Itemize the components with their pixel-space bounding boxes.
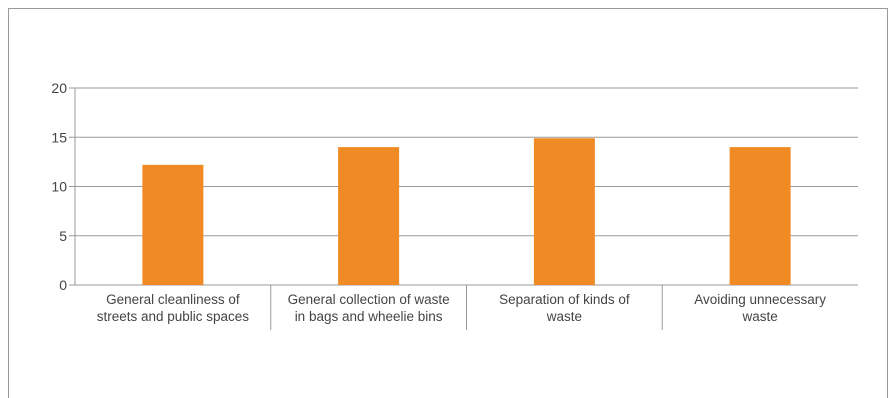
gridlines xyxy=(75,87,858,286)
y-tick-label: 20 xyxy=(51,80,67,96)
bars xyxy=(142,138,791,285)
x-axis: General cleanliness of streets and public… xyxy=(97,285,826,330)
category-label: Separation of kinds of xyxy=(499,292,630,307)
category-label: General collection of waste xyxy=(288,292,450,307)
y-tick-label: 10 xyxy=(51,179,67,195)
bar-2 xyxy=(338,147,400,285)
chart-frame xyxy=(8,8,888,398)
category-label: Avoiding unnecessary xyxy=(694,292,826,307)
y-tick-label: 0 xyxy=(59,277,67,293)
category-label: General cleanliness of xyxy=(106,292,240,307)
y-tick-label: 5 xyxy=(59,228,67,244)
category-label: waste xyxy=(741,309,777,324)
y-axis-ticks: 0 5 10 15 20 xyxy=(51,80,76,293)
category-label: waste xyxy=(546,309,582,324)
bar-3 xyxy=(533,138,595,285)
bar-4 xyxy=(729,147,791,285)
bar-1 xyxy=(142,164,204,285)
category-label: streets and public spaces xyxy=(97,309,250,324)
y-tick-label: 15 xyxy=(51,129,67,145)
category-label: in bags and wheelie bins xyxy=(295,309,443,324)
